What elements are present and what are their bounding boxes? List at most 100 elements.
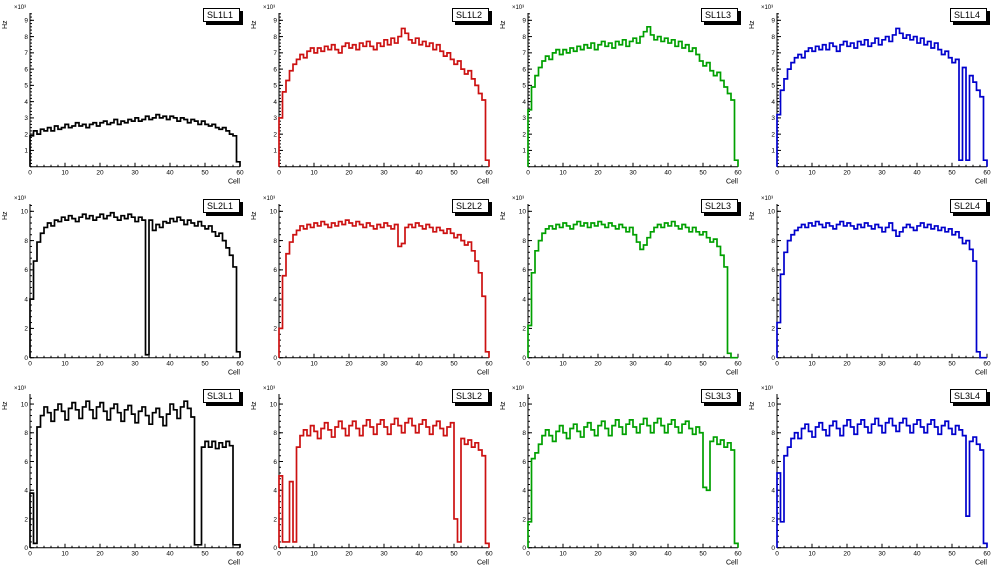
axis-scale-label: ×10³ [263,5,275,11]
svg-text:60: 60 [485,170,493,177]
svg-text:2: 2 [771,131,775,138]
svg-text:40: 40 [913,360,921,367]
svg-text:2: 2 [24,131,28,138]
histogram-title: SL1L3 [704,10,731,20]
svg-text:30: 30 [878,360,886,367]
y-axis-title: Hz [2,401,9,410]
svg-text:0: 0 [522,355,526,362]
histogram-sl3l4-plot: 0 10 20 30 40 50 60 0 2 4 6 8 10 Cell Hz ×10³ [749,386,991,567]
svg-text:0: 0 [277,170,281,177]
svg-text:10: 10 [519,208,527,215]
x-axis-title: Cell [726,369,738,376]
svg-text:6: 6 [522,459,526,466]
svg-text:10: 10 [61,551,69,558]
svg-text:4: 4 [522,488,526,495]
histogram-title: SL1L4 [953,10,980,20]
svg-text:30: 30 [629,360,637,367]
axis-tick-labels: 0 10 20 30 40 50 60 0 2 4 6 8 10 Cell Hz ×10³ [251,386,493,567]
histogram-sl3l1-plot: 0 10 20 30 40 50 60 0 2 4 6 8 10 Cell Hz ×10³ [2,386,244,567]
axis-tick-labels: 0 10 20 30 40 50 60 0 2 4 6 8 10 Cell Hz ×10³ [749,196,991,377]
svg-text:60: 60 [485,551,493,558]
svg-text:3: 3 [273,115,277,122]
stat-box: SL3L3 [700,389,738,404]
svg-text:6: 6 [24,459,28,466]
svg-text:0: 0 [775,170,779,177]
svg-text:10: 10 [519,402,527,409]
histogram-line [29,113,241,167]
panel-sl1l3: 0 10 20 30 40 50 60 1 2 3 4 5 6 7 8 9 Cell Hz ×10³ SL1L3 [498,0,747,191]
histogram-sl2l1-plot: 0 10 20 30 40 50 60 0 2 4 6 8 10 Cell Hz ×10³ [2,196,244,377]
svg-text:50: 50 [450,170,458,177]
histogram-sl2l3-plot: 0 10 20 30 40 50 60 0 2 4 6 8 10 Cell Hz ×10³ [500,196,742,377]
svg-text:40: 40 [415,551,423,558]
svg-text:10: 10 [310,360,318,367]
svg-text:20: 20 [345,360,353,367]
svg-text:50: 50 [699,170,707,177]
panel-sl2l3: 0 10 20 30 40 50 60 0 2 4 6 8 10 Cell Hz ×10³ SL2L3 [498,190,747,382]
stat-box: SL3L2 [451,389,489,404]
svg-text:8: 8 [24,34,28,41]
panel-sl2l4: 0 10 20 30 40 50 60 0 2 4 6 8 10 Cell Hz ×10³ SL2L4 [747,190,996,382]
x-axis-title: Cell [975,369,987,376]
svg-text:3: 3 [24,115,28,122]
svg-text:4: 4 [522,99,526,106]
svg-text:9: 9 [24,18,28,25]
panel-sl3l2: 0 10 20 30 40 50 60 0 2 4 6 8 10 Cell Hz ×10³ SL3L2 [249,381,498,572]
stat-box: SL1L2 [451,8,489,22]
axis-scale-label: ×10³ [761,5,773,11]
histogram-sl1l1-plot: 0 10 20 30 40 50 60 1 2 3 4 5 6 7 8 9 Cell Hz ×10³ [2,5,244,186]
histogram-line [527,417,739,549]
axes [776,12,988,168]
svg-text:3: 3 [771,115,775,122]
svg-text:10: 10 [808,170,816,177]
svg-text:9: 9 [522,18,526,25]
svg-text:60: 60 [734,360,742,367]
x-axis-title: Cell [726,560,738,567]
svg-text:1: 1 [273,148,277,155]
svg-text:0: 0 [526,360,530,367]
svg-text:4: 4 [273,488,277,495]
x-axis-title: Cell [228,560,240,567]
svg-text:30: 30 [131,551,139,558]
histogram-sl3l3-plot: 0 10 20 30 40 50 60 0 2 4 6 8 10 Cell Hz ×10³ [500,386,742,567]
svg-text:40: 40 [664,170,672,177]
svg-text:60: 60 [485,360,493,367]
y-axis-title: Hz [500,211,507,220]
svg-text:20: 20 [843,551,851,558]
svg-text:6: 6 [24,66,28,73]
histogram-sl2l2-plot: 0 10 20 30 40 50 60 0 2 4 6 8 10 Cell Hz ×10³ [251,196,493,377]
svg-text:40: 40 [664,551,672,558]
svg-text:1: 1 [24,148,28,155]
svg-text:0: 0 [273,355,277,362]
panel-sl1l2: 0 10 20 30 40 50 60 1 2 3 4 5 6 7 8 9 Cell Hz ×10³ SL1L2 [249,0,498,191]
svg-text:0: 0 [28,551,32,558]
svg-text:60: 60 [236,360,244,367]
svg-text:7: 7 [273,50,277,57]
axes [278,12,490,168]
svg-text:4: 4 [771,488,775,495]
axis-tick-labels: 0 10 20 30 40 50 60 1 2 3 4 5 6 7 8 9 Cell Hz ×10³ [749,5,991,186]
svg-text:10: 10 [61,360,69,367]
panel-sl2l2: 0 10 20 30 40 50 60 0 2 4 6 8 10 Cell Hz ×10³ SL2L2 [249,190,498,382]
stat-box: SL3L1 [202,389,240,404]
x-axis-title: Cell [726,179,738,186]
svg-text:9: 9 [273,18,277,25]
svg-text:6: 6 [273,267,277,274]
svg-text:10: 10 [808,551,816,558]
svg-text:30: 30 [629,551,637,558]
x-axis-title: Cell [228,369,240,376]
svg-text:30: 30 [131,360,139,367]
svg-text:0: 0 [24,545,28,552]
svg-text:50: 50 [450,360,458,367]
histogram-title: SL2L4 [953,200,980,211]
axes [527,394,739,549]
svg-text:20: 20 [594,360,602,367]
panel-sl3l1: 0 10 20 30 40 50 60 0 2 4 6 8 10 Cell Hz ×10³ SL3L1 [0,381,249,572]
y-axis-title: Hz [251,211,258,220]
svg-text:30: 30 [629,170,637,177]
histogram-title: SL3L2 [455,391,482,402]
axis-scale-label: ×10³ [512,196,524,202]
svg-text:60: 60 [983,170,991,177]
axes [776,394,988,549]
